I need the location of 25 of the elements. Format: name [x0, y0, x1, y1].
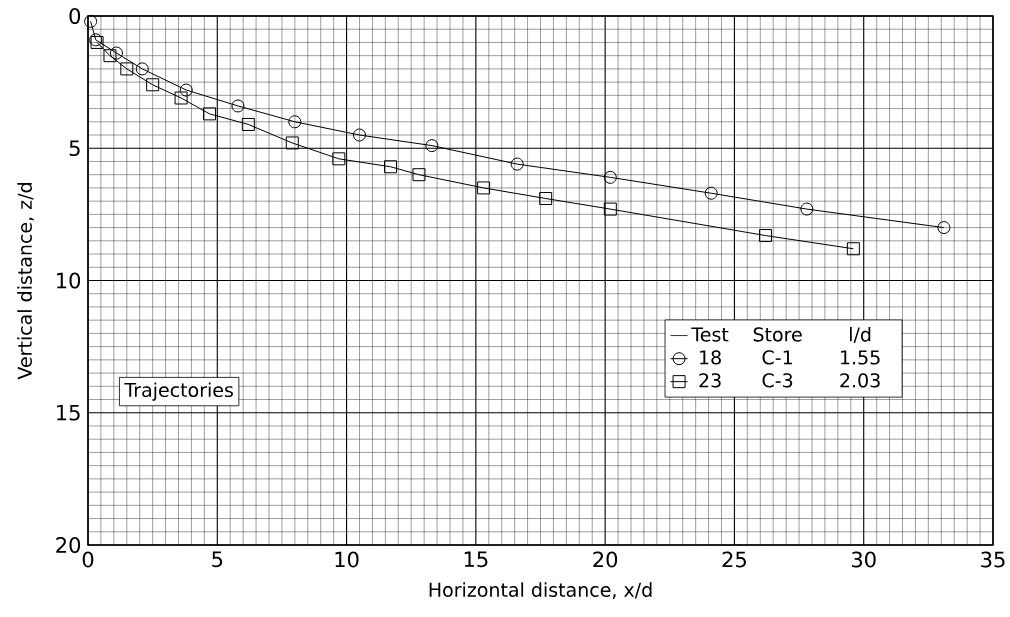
x-tick-label: 30 [851, 551, 876, 568]
annotation: Test [691, 327, 729, 342]
y-tick-label: 20 [56, 537, 81, 553]
y-tick-label: 15 [57, 404, 80, 421]
annotation: C-3 [762, 373, 793, 388]
annotation: l/d [850, 326, 871, 344]
x-tick-label: 35 [981, 551, 1005, 568]
y-tick-label: 5 [69, 140, 80, 157]
x-tick-label: 15 [464, 551, 488, 568]
x-axis-title: Horizontal distance, x/d [429, 582, 652, 599]
y-tick-label: 0 [69, 8, 81, 24]
annotation: 1.55 [841, 350, 880, 365]
x-tick-label: 25 [722, 551, 746, 568]
annotation: Store [753, 327, 802, 342]
y-axis-title: Vertical distance, z/d [17, 183, 34, 380]
legend-label: 18 [700, 350, 721, 365]
annotation: 2.03 [840, 373, 880, 388]
legend-label: 23 [699, 373, 721, 388]
annotation: C-1 [762, 350, 792, 365]
x-tick-label: 5 [212, 551, 223, 568]
x-tick-label: 20 [593, 551, 618, 568]
annotation: Trajectories [124, 382, 233, 401]
x-tick-label: 0 [82, 551, 94, 568]
x-tick-label: 10 [335, 551, 359, 568]
y-tick-label: 10 [57, 272, 81, 289]
